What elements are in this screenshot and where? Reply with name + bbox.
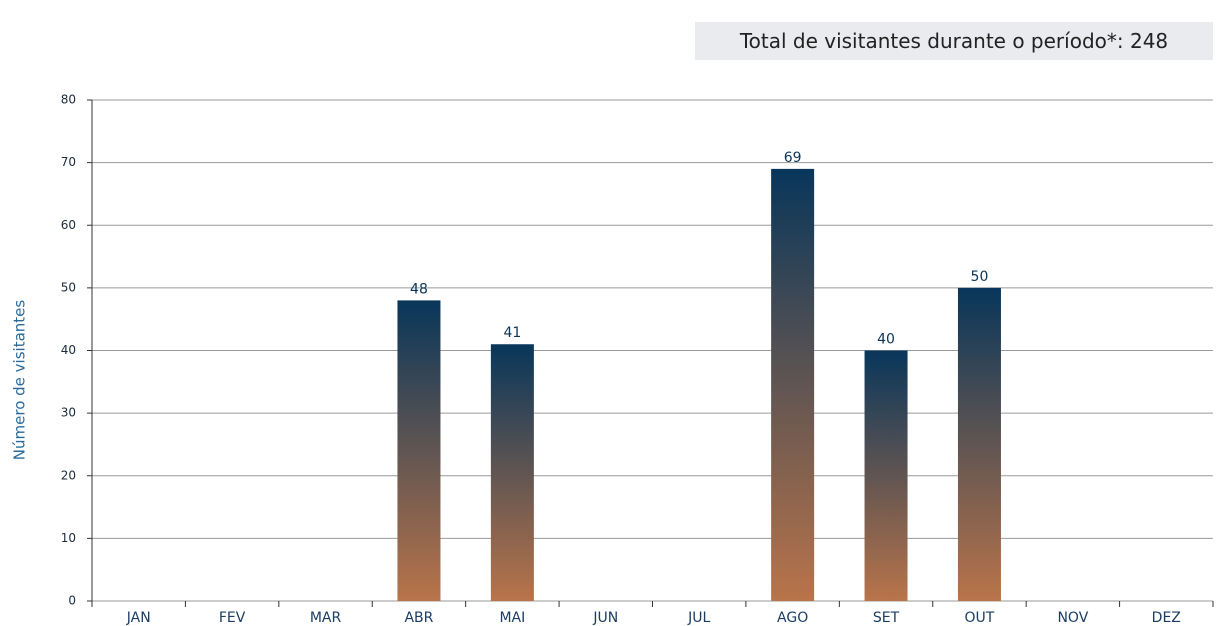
y-tick-label: 60 bbox=[61, 218, 76, 232]
value-label: 48 bbox=[410, 281, 428, 297]
x-tick-label: FEV bbox=[219, 610, 246, 626]
x-tick-label: NOV bbox=[1057, 610, 1088, 626]
y-tick-label: 40 bbox=[61, 343, 76, 357]
value-label: 40 bbox=[877, 332, 895, 348]
y-axis-label: Número de visitantes bbox=[11, 300, 29, 461]
x-tick-label: AGO bbox=[777, 610, 808, 626]
y-tick-label: 30 bbox=[61, 406, 76, 420]
y-tick-label: 10 bbox=[61, 531, 76, 545]
bar bbox=[957, 287, 1001, 601]
bar bbox=[771, 168, 815, 601]
bar bbox=[397, 300, 441, 601]
bar bbox=[490, 344, 534, 601]
total-value: 248 bbox=[1130, 29, 1168, 53]
value-label: 41 bbox=[503, 325, 521, 341]
x-tick-label: JUL bbox=[687, 610, 710, 626]
x-tick-label: JUN bbox=[592, 610, 618, 626]
value-label: 69 bbox=[784, 150, 802, 166]
x-tick-label: MAR bbox=[310, 610, 342, 626]
total-text: Total de visitantes durante o período*: … bbox=[739, 29, 1168, 53]
x-tick-label: JAN bbox=[126, 610, 151, 626]
x-tick-label: OUT bbox=[965, 610, 995, 626]
y-tick-label: 70 bbox=[61, 155, 76, 169]
x-tick-label: MAI bbox=[499, 610, 525, 626]
y-tick-label: 0 bbox=[68, 594, 76, 608]
x-tick-label: SET bbox=[873, 610, 900, 626]
y-tick-label: 50 bbox=[61, 280, 76, 294]
total-label: Total de visitantes durante o período*: bbox=[739, 29, 1124, 53]
y-tick-label: 80 bbox=[61, 93, 76, 107]
bar bbox=[864, 350, 908, 601]
x-tick-label: ABR bbox=[404, 610, 433, 626]
y-tick-label: 20 bbox=[61, 468, 76, 482]
total-box bbox=[695, 22, 1213, 60]
value-label: 50 bbox=[971, 269, 989, 285]
x-tick-label: DEZ bbox=[1152, 610, 1181, 626]
